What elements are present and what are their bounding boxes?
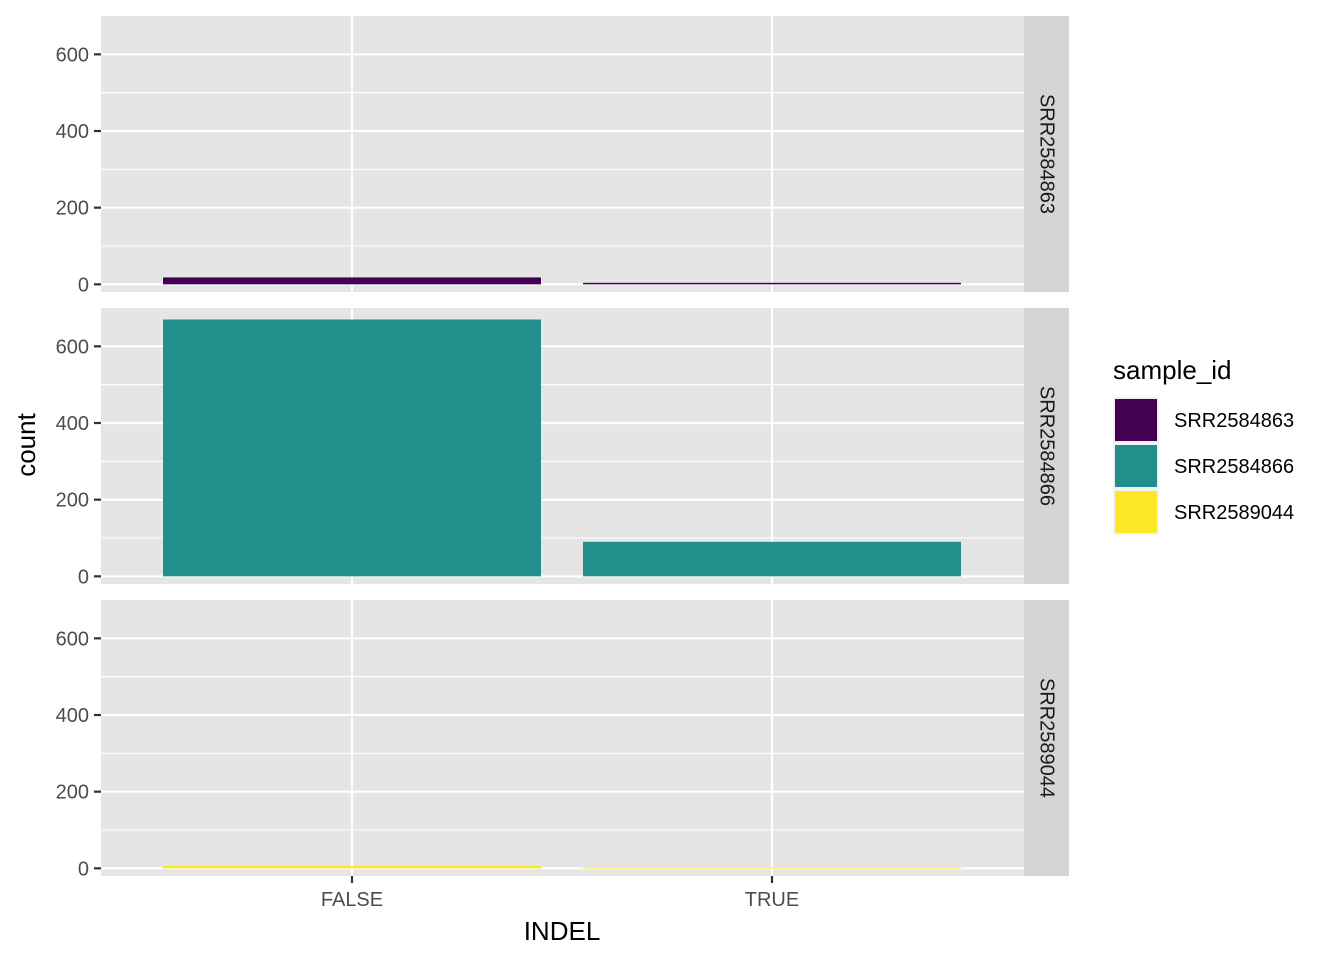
facet-strip [1024,16,1069,292]
y-tick-label: 0 [78,274,89,296]
y-tick-label: 400 [56,121,89,143]
legend-swatch [1115,445,1157,487]
legend-label: SRR2584866 [1174,456,1294,478]
y-tick-label: 400 [56,705,89,727]
bar-SRR2584863-FALSE [163,277,541,285]
facet-strip-label: SRR2589044 [1036,678,1058,798]
y-tick-label: 200 [56,490,89,512]
facet-panel-SRR2589044: 0 200 400 600 SRR2589044 [56,600,1069,880]
y-axis-title: count [11,412,41,476]
y-tick-label: 0 [78,566,89,588]
legend-title: sample_id [1113,355,1232,385]
legend-label: SRR2584863 [1174,410,1294,432]
x-axis: FALSE TRUE [321,876,799,911]
facet-strip-label: SRR2584863 [1036,94,1058,214]
y-tick-label: 0 [78,858,89,880]
legend: sample_id SRR2584863 SRR2584866 SRR2589044 [1113,355,1294,535]
panel-background [101,16,1024,292]
facet-strip [1024,308,1069,584]
facet-panel-SRR2584866: 0 200 400 600 SRR2584866 [56,308,1069,588]
y-tick-label: 400 [56,413,89,435]
bar-SRR2584863-TRUE [583,282,961,285]
legend-swatch [1115,399,1157,441]
facet-panel-SRR2584863: 0 200 400 600 SRR2584863 [56,16,1069,296]
y-tick-label: 600 [56,628,89,650]
x-axis-title: INDEL [524,916,601,946]
y-tick-label: 600 [56,336,89,358]
bar-SRR2584866-TRUE [583,541,961,577]
panel-background [101,600,1024,876]
legend-label: SRR2589044 [1174,502,1294,524]
bar-SRR2589044-TRUE [583,867,961,869]
y-tick-label: 200 [56,782,89,804]
x-tick-label: FALSE [321,889,383,911]
facet-panels: 0 200 400 600 SRR2584863 0 200 400 600 SRR2584866… [56,16,1069,880]
bar-SRR2589044-FALSE [163,866,541,869]
legend-swatch [1115,491,1157,533]
x-tick-label: TRUE [745,889,799,911]
bar-SRR2584866-FALSE [163,319,541,577]
y-tick-label: 200 [56,198,89,220]
facet-strip-label: SRR2584866 [1036,386,1058,506]
facet-strip [1024,600,1069,876]
y-tick-label: 600 [56,44,89,66]
